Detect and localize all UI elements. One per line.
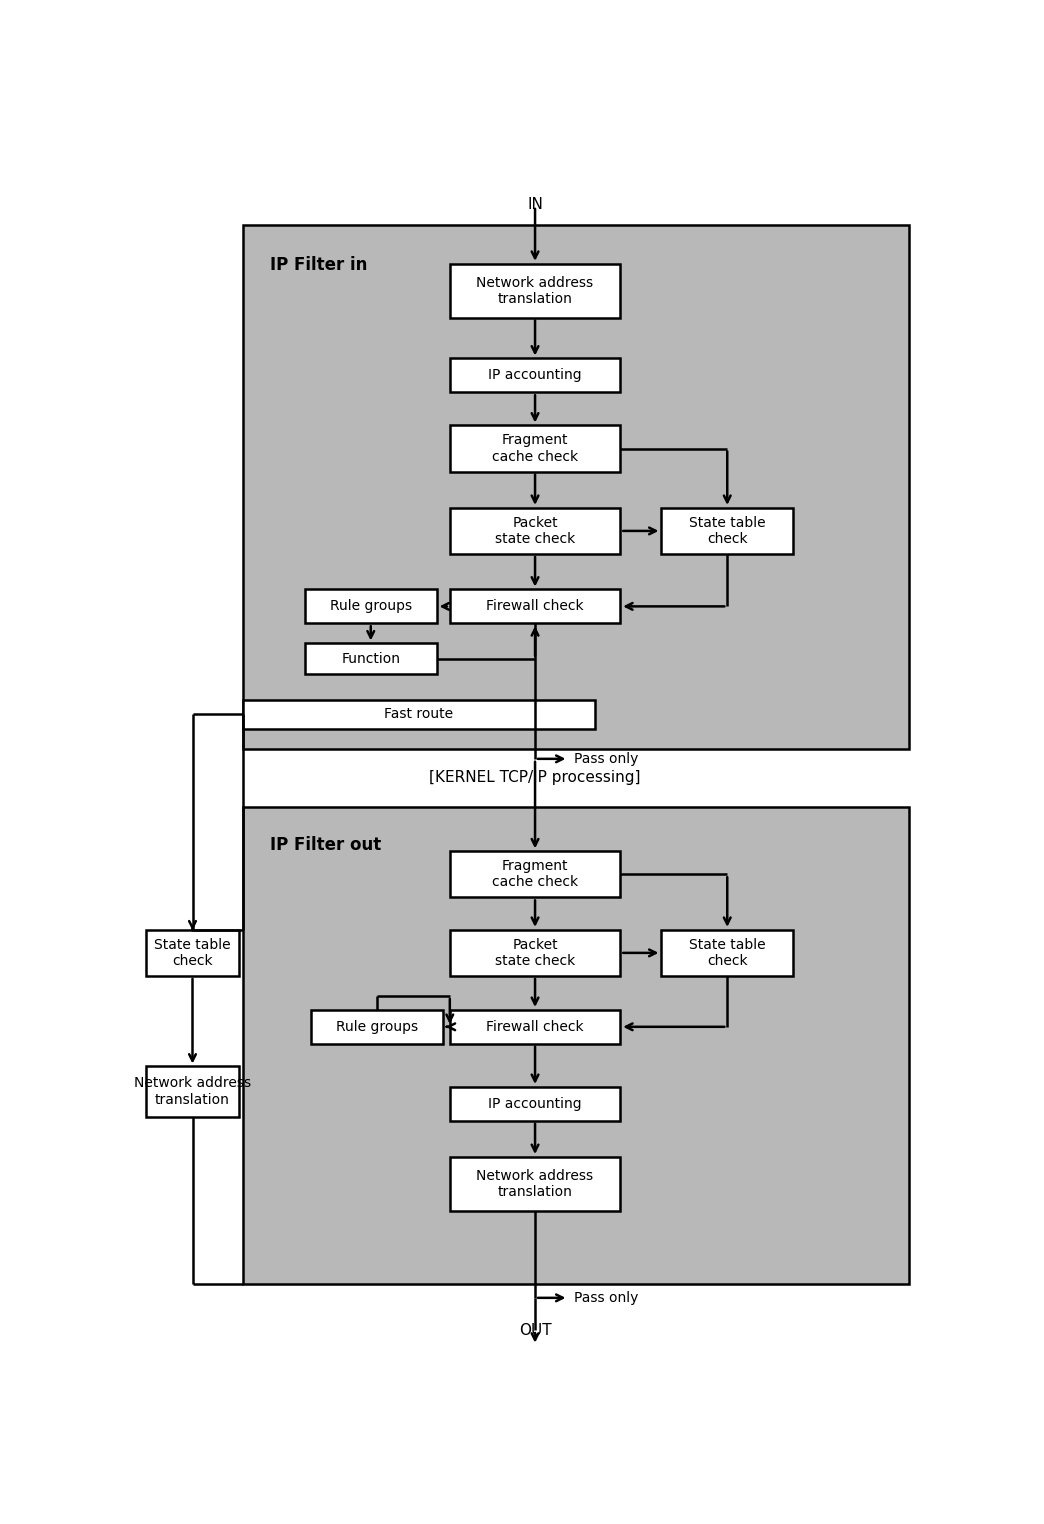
Text: Rule groups: Rule groups xyxy=(330,599,411,613)
Bar xyxy=(146,1067,239,1117)
Bar xyxy=(450,590,620,623)
Text: IP accounting: IP accounting xyxy=(489,1097,582,1111)
Bar xyxy=(450,264,620,317)
Text: State table
check: State table check xyxy=(689,515,765,546)
Text: Rule groups: Rule groups xyxy=(336,1020,418,1033)
Text: IP accounting: IP accounting xyxy=(489,369,582,383)
Text: State table
check: State table check xyxy=(155,937,231,968)
Text: Function: Function xyxy=(341,652,400,666)
Bar xyxy=(450,358,620,392)
Text: OUT: OUT xyxy=(519,1323,551,1338)
Bar xyxy=(662,507,793,555)
Bar xyxy=(450,930,620,975)
Text: Network address
translation: Network address translation xyxy=(476,276,594,306)
Text: State table
check: State table check xyxy=(689,937,765,968)
Text: Packet
state check: Packet state check xyxy=(495,515,575,546)
Text: Network address
translation: Network address translation xyxy=(134,1076,251,1106)
Text: IP Filter out: IP Filter out xyxy=(270,835,381,853)
Bar xyxy=(450,1010,620,1044)
Bar xyxy=(243,700,595,728)
Bar xyxy=(450,1087,620,1120)
Text: Pass only: Pass only xyxy=(574,1291,638,1305)
Text: Fragment
cache check: Fragment cache check xyxy=(492,433,578,463)
Bar xyxy=(243,806,909,1285)
Text: IP Filter in: IP Filter in xyxy=(270,256,367,274)
Bar xyxy=(305,590,436,623)
Bar xyxy=(450,425,620,471)
Text: Fragment
cache check: Fragment cache check xyxy=(492,860,578,890)
Bar xyxy=(146,930,239,975)
Text: Fast route: Fast route xyxy=(384,707,453,721)
Text: [KERNEL TCP/IP processing]: [KERNEL TCP/IP processing] xyxy=(429,770,641,785)
Text: Firewall check: Firewall check xyxy=(487,1020,584,1033)
Text: IN: IN xyxy=(527,197,543,212)
Bar xyxy=(450,507,620,555)
Bar xyxy=(305,643,436,674)
Text: Network address
translation: Network address translation xyxy=(476,1169,594,1199)
Bar xyxy=(311,1010,443,1044)
Bar xyxy=(450,852,620,898)
Text: Pass only: Pass only xyxy=(574,751,638,767)
Bar xyxy=(243,226,909,748)
Text: Packet
state check: Packet state check xyxy=(495,937,575,968)
Bar xyxy=(450,1157,620,1212)
Bar xyxy=(662,930,793,975)
Text: Firewall check: Firewall check xyxy=(487,599,584,613)
